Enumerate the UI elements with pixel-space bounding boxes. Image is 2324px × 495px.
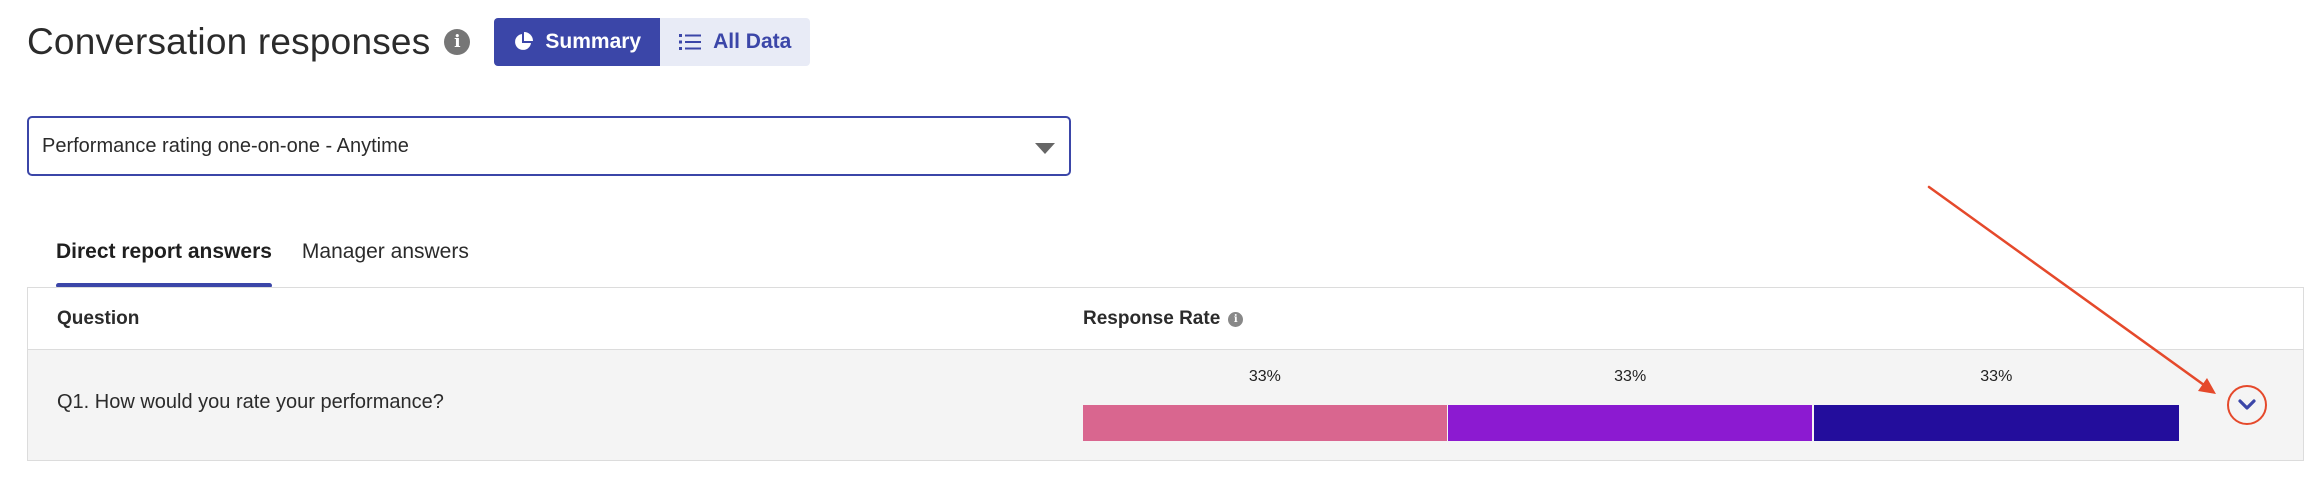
segment-bar [1448,405,1813,441]
question-text: Q1. How would you rate your performance? [57,391,444,413]
answer-tabs: Direct report answers Manager answers [56,232,499,288]
all-data-toggle-label: All Data [713,30,792,53]
table-row: Q1. How would you rate your performance?… [28,350,2303,460]
segment-percent-label: 33% [1248,368,1281,385]
column-header-response-rate: Response Rate i [1083,308,1244,330]
segment-percent-label: 33% [1980,368,2013,385]
info-icon[interactable]: i [444,29,471,55]
response-segment: 33% [1448,368,1813,444]
segment-percent-label: 33% [1614,368,1647,385]
chevron-down-icon [2238,399,2256,410]
table-header: Question Response Rate i [28,288,2303,350]
conversation-type-select[interactable]: Performance rating one-on-one - Anytime [27,116,1071,176]
all-data-toggle-button[interactable]: All Data [660,18,811,66]
response-rate-bar: 33% 33% 33% [1083,368,2179,444]
select-value: Performance rating one-on-one - Anytime [42,134,409,157]
list-icon [679,34,702,50]
view-toggle: Summary All Data [494,18,811,66]
column-header-question: Question [57,308,140,329]
summary-toggle-label: Summary [545,30,642,53]
responses-table: Question Response Rate i Q1. How would y… [27,287,2304,461]
response-rate-label: Response Rate [1083,308,1221,329]
page-header: Conversation responses i Summary [27,14,811,70]
pie-chart-icon [515,32,534,50]
segment-bar [1083,405,1447,441]
expand-row-button[interactable] [2227,385,2267,425]
response-segment: 33% [1083,368,1447,444]
segment-bar [1813,405,2179,441]
tab-manager-answers[interactable]: Manager answers [301,240,469,263]
summary-toggle-button[interactable]: Summary [494,18,661,66]
caret-down-icon [1035,143,1055,154]
tab-direct-report-answers[interactable]: Direct report answers [56,232,272,288]
page-title: Conversation responses [27,21,431,62]
info-icon[interactable]: i [1228,311,1244,327]
response-segment: 33% [1813,368,2179,444]
